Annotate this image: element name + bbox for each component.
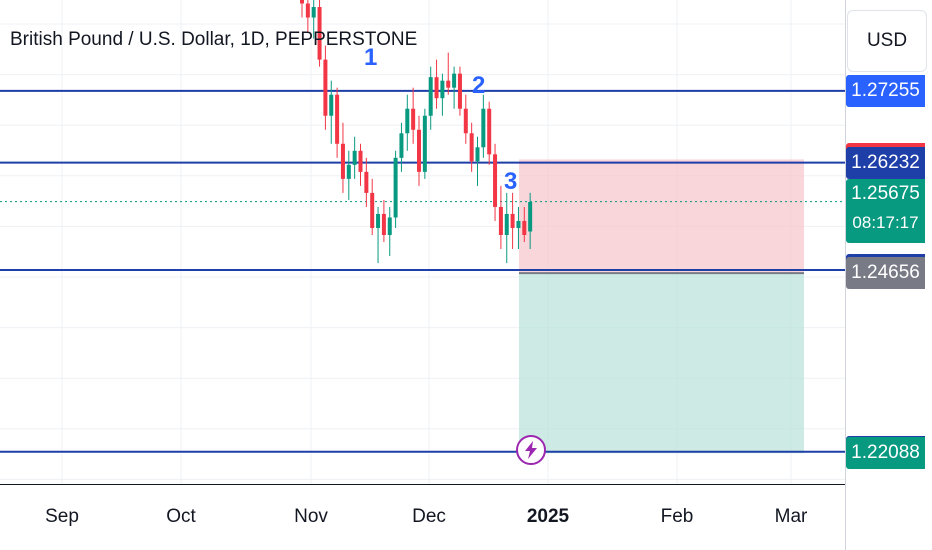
- wave-label-2: 2: [472, 72, 486, 99]
- candle-31: [481, 94, 486, 158]
- candle-4: [323, 45, 328, 130]
- candles: [300, 0, 533, 264]
- x-label-oct: Oct: [166, 506, 196, 527]
- candle-12: [370, 178, 375, 235]
- candle-34: [498, 185, 503, 250]
- x-label-nov: Nov: [294, 506, 328, 527]
- wave-label-3: 3: [504, 168, 518, 195]
- take-profit-zone[interactable]: [519, 273, 804, 454]
- candle-21: [422, 108, 427, 179]
- candle-13: [376, 206, 381, 264]
- candle-37: [516, 206, 521, 250]
- candle-18: [405, 94, 410, 151]
- candle-22: [428, 66, 433, 130]
- stop-loss-zone[interactable]: [519, 159, 804, 274]
- candle-9: [352, 136, 357, 179]
- candle-3: [317, 0, 322, 67]
- candle-0: [300, 0, 304, 18]
- candle-39: [528, 192, 533, 250]
- candle-8: [346, 150, 351, 200]
- price-tag-3: 1.25675 08:17:17: [846, 178, 925, 243]
- candle-23: [434, 59, 439, 109]
- candle-33: [493, 143, 498, 221]
- candle-38: [522, 206, 527, 242]
- candle-17: [399, 122, 404, 172]
- price-tag-2: 1.26232: [846, 146, 925, 179]
- candle-14: [381, 199, 386, 242]
- price-tag-value: 1.25675: [851, 182, 920, 204]
- candle-2: [311, 0, 316, 39]
- candle-6: [335, 87, 340, 158]
- candle-29: [469, 122, 474, 172]
- candle-20: [417, 115, 421, 186]
- currency-button[interactable]: USD: [847, 10, 927, 72]
- price-tag-7: 1.22088: [846, 437, 925, 470]
- candle-11: [364, 157, 369, 207]
- candle-25: [446, 52, 451, 95]
- x-label-mar: Mar: [774, 506, 808, 527]
- candle-19: [411, 87, 416, 144]
- candle-27: [457, 66, 462, 116]
- candle-26: [452, 66, 457, 109]
- price-tag-5: 1.24656: [846, 257, 925, 290]
- price-tag-countdown: 08:17:17: [852, 212, 919, 232]
- candle-32: [487, 101, 492, 165]
- candle-10: [358, 143, 363, 186]
- candle-24: [440, 73, 445, 116]
- candle-16: [393, 150, 398, 228]
- candle-15: [387, 206, 392, 257]
- price-tag-0: 1.27255: [846, 74, 925, 107]
- bolt-icon[interactable]: [516, 435, 546, 465]
- candle-36: [510, 192, 515, 250]
- candle-35: [504, 192, 509, 264]
- candle-30: [475, 136, 480, 186]
- candle-28: [463, 94, 468, 144]
- chart-title: British Pound / U.S. Dollar, 1D, PEPPERS…: [10, 29, 418, 50]
- wave-label-1: 1: [364, 44, 378, 71]
- x-label-2025: 2025: [526, 506, 570, 527]
- x-label-dec: Dec: [412, 506, 446, 527]
- candle-5: [329, 80, 334, 144]
- x-label-feb: Feb: [660, 506, 694, 527]
- horizontal-levels[interactable]: [0, 89, 845, 453]
- x-label-sep: Sep: [45, 506, 79, 527]
- candle-1: [305, 0, 310, 32]
- candle-7: [340, 122, 345, 193]
